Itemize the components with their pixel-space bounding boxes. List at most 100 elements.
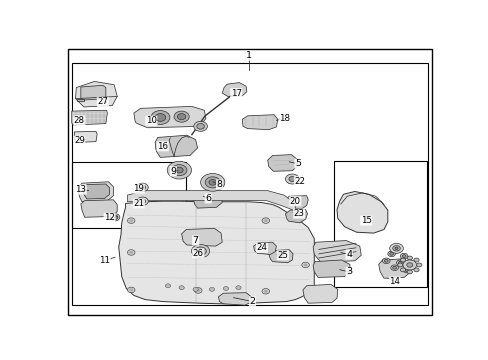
Polygon shape bbox=[75, 81, 117, 107]
Polygon shape bbox=[253, 242, 276, 255]
Polygon shape bbox=[267, 155, 297, 171]
Polygon shape bbox=[336, 192, 387, 233]
Circle shape bbox=[198, 249, 203, 253]
Text: 13: 13 bbox=[75, 185, 86, 194]
Circle shape bbox=[402, 260, 416, 270]
Circle shape bbox=[141, 186, 143, 188]
Circle shape bbox=[398, 261, 401, 264]
Circle shape bbox=[413, 268, 418, 272]
Polygon shape bbox=[242, 115, 277, 130]
Text: 15: 15 bbox=[360, 216, 371, 225]
Circle shape bbox=[167, 161, 191, 179]
Circle shape bbox=[392, 246, 400, 251]
Text: 9: 9 bbox=[170, 167, 176, 176]
Text: 29: 29 bbox=[74, 136, 84, 145]
Circle shape bbox=[155, 114, 165, 121]
Text: 17: 17 bbox=[230, 89, 241, 98]
Circle shape bbox=[194, 288, 202, 293]
Circle shape bbox=[235, 286, 241, 290]
Circle shape bbox=[285, 174, 299, 184]
Polygon shape bbox=[81, 200, 117, 217]
Circle shape bbox=[193, 287, 198, 291]
Polygon shape bbox=[222, 82, 246, 96]
Circle shape bbox=[112, 215, 118, 220]
Circle shape bbox=[127, 250, 135, 255]
Circle shape bbox=[175, 167, 183, 173]
Polygon shape bbox=[284, 195, 307, 209]
Polygon shape bbox=[119, 201, 314, 304]
Text: 6: 6 bbox=[205, 194, 211, 203]
Circle shape bbox=[404, 269, 408, 271]
Polygon shape bbox=[312, 260, 349, 278]
Polygon shape bbox=[77, 99, 84, 102]
Text: 20: 20 bbox=[289, 197, 300, 206]
Text: 10: 10 bbox=[145, 116, 157, 125]
Circle shape bbox=[301, 262, 309, 268]
Circle shape bbox=[264, 290, 267, 293]
Circle shape bbox=[401, 255, 405, 257]
Polygon shape bbox=[378, 259, 409, 278]
Circle shape bbox=[264, 219, 267, 222]
Circle shape bbox=[407, 256, 411, 260]
Circle shape bbox=[400, 268, 405, 272]
Circle shape bbox=[137, 197, 148, 205]
Circle shape bbox=[277, 253, 282, 257]
Polygon shape bbox=[134, 107, 205, 128]
Circle shape bbox=[402, 267, 410, 273]
Text: 22: 22 bbox=[294, 177, 305, 186]
Bar bbox=[72, 63, 427, 305]
Circle shape bbox=[205, 177, 220, 188]
Polygon shape bbox=[83, 184, 109, 199]
Circle shape bbox=[303, 264, 307, 266]
Circle shape bbox=[129, 288, 133, 291]
Circle shape bbox=[174, 111, 189, 122]
Circle shape bbox=[137, 183, 148, 192]
Bar bbox=[72, 162, 186, 228]
Text: 2: 2 bbox=[249, 297, 255, 306]
Circle shape bbox=[129, 219, 133, 222]
Circle shape bbox=[195, 247, 206, 255]
Polygon shape bbox=[181, 228, 222, 246]
Circle shape bbox=[397, 263, 402, 267]
Circle shape bbox=[396, 260, 403, 266]
Text: 28: 28 bbox=[74, 116, 84, 125]
Text: 8: 8 bbox=[216, 180, 222, 189]
Text: 5: 5 bbox=[294, 159, 301, 168]
Circle shape bbox=[392, 266, 396, 269]
Circle shape bbox=[139, 185, 145, 190]
Text: 21: 21 bbox=[133, 199, 144, 208]
Circle shape bbox=[288, 176, 295, 181]
Polygon shape bbox=[74, 131, 97, 143]
Text: 23: 23 bbox=[293, 209, 304, 218]
Circle shape bbox=[406, 263, 412, 267]
Circle shape bbox=[196, 289, 200, 292]
Circle shape bbox=[400, 253, 407, 259]
Polygon shape bbox=[155, 135, 197, 157]
Polygon shape bbox=[127, 191, 295, 211]
Text: 26: 26 bbox=[192, 249, 203, 258]
Circle shape bbox=[200, 174, 224, 191]
Circle shape bbox=[390, 265, 398, 270]
Circle shape bbox=[165, 284, 170, 288]
Circle shape bbox=[129, 251, 133, 254]
Circle shape bbox=[382, 258, 389, 264]
Circle shape bbox=[384, 260, 387, 262]
Circle shape bbox=[177, 114, 185, 120]
Text: 11: 11 bbox=[99, 256, 110, 265]
Polygon shape bbox=[312, 240, 361, 262]
Circle shape bbox=[389, 243, 403, 253]
Circle shape bbox=[413, 258, 418, 262]
Text: 18: 18 bbox=[279, 114, 289, 123]
Circle shape bbox=[387, 251, 395, 257]
Polygon shape bbox=[81, 85, 105, 100]
Text: 3: 3 bbox=[346, 267, 351, 276]
Text: 12: 12 bbox=[104, 213, 115, 222]
Text: 16: 16 bbox=[157, 142, 168, 151]
Polygon shape bbox=[193, 191, 222, 208]
Circle shape bbox=[223, 287, 228, 291]
Polygon shape bbox=[302, 284, 337, 303]
Circle shape bbox=[139, 199, 145, 203]
Circle shape bbox=[193, 121, 207, 131]
Text: 27: 27 bbox=[97, 98, 108, 107]
Polygon shape bbox=[78, 182, 113, 202]
